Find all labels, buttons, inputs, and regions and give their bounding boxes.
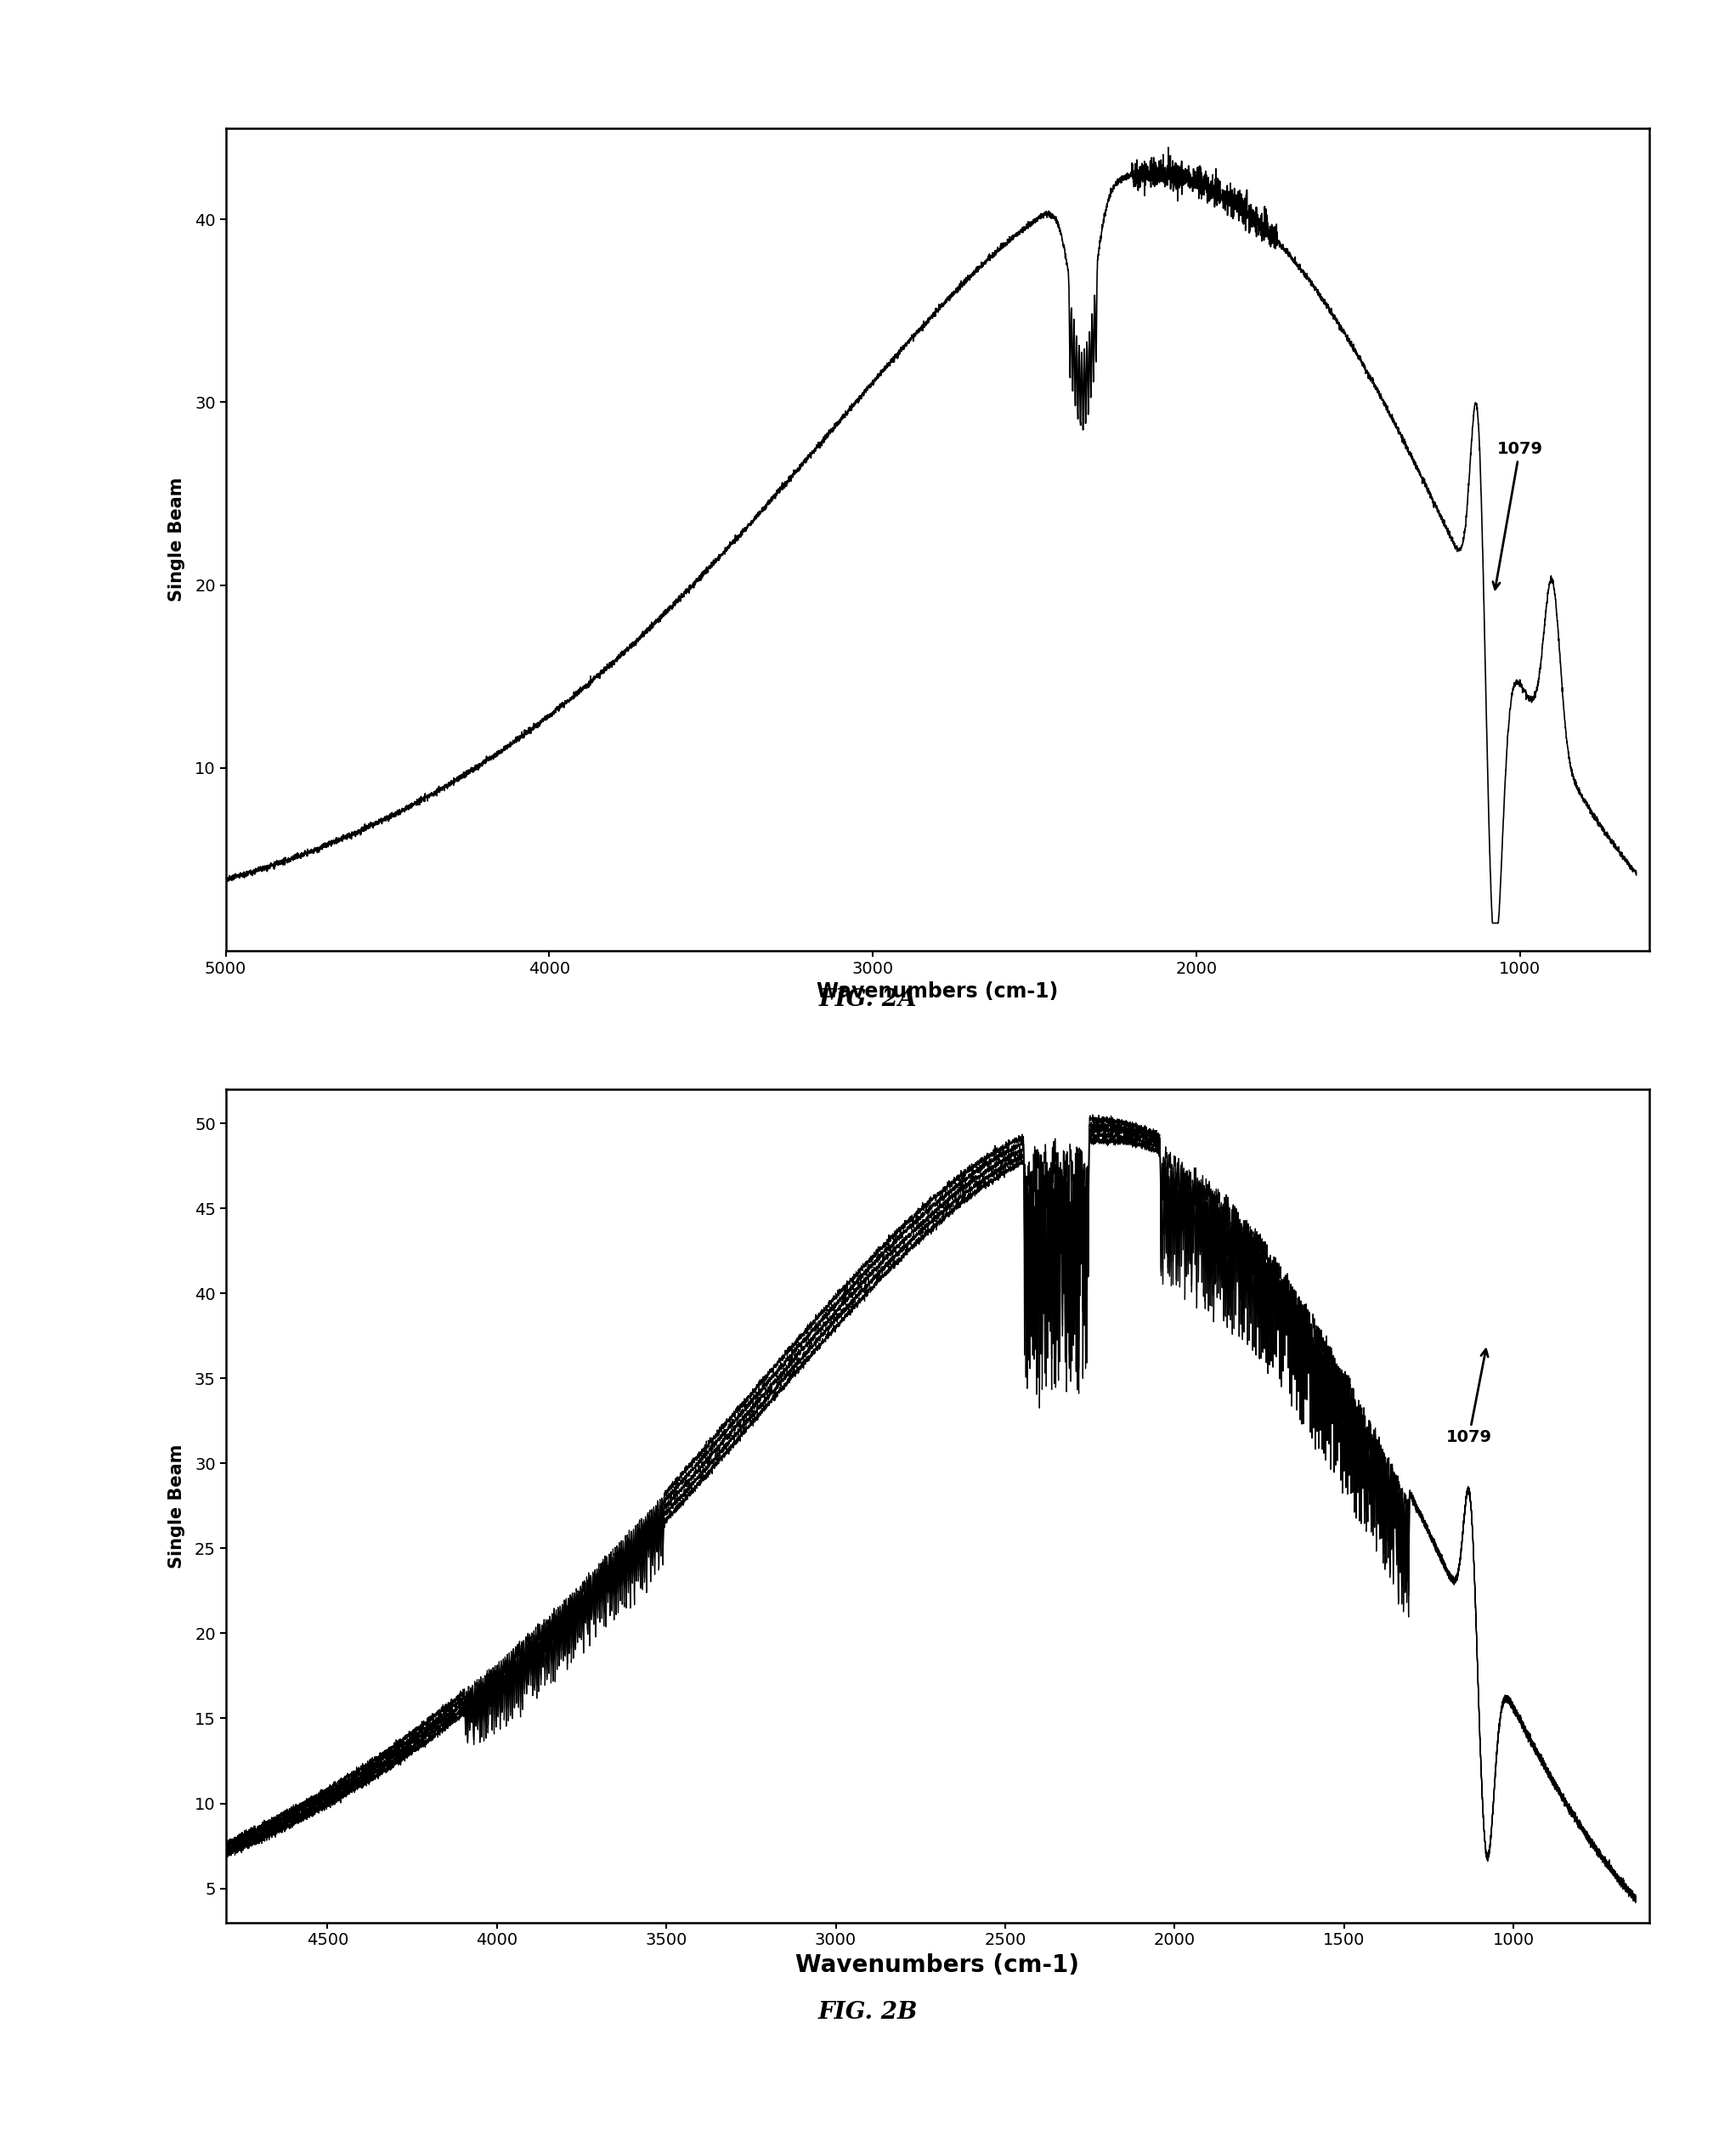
Text: FIG. 2B: FIG. 2B xyxy=(818,2001,918,2023)
X-axis label: Wavenumbers (cm-1): Wavenumbers (cm-1) xyxy=(795,1952,1080,1978)
X-axis label: Wavenumbers (cm-1): Wavenumbers (cm-1) xyxy=(816,980,1059,1002)
Y-axis label: Single Beam: Single Beam xyxy=(168,1444,186,1568)
Text: 1079: 1079 xyxy=(1446,1350,1491,1446)
Y-axis label: Single Beam: Single Beam xyxy=(168,476,186,602)
Text: FIG. 2A: FIG. 2A xyxy=(819,989,917,1010)
Text: 1079: 1079 xyxy=(1493,440,1543,590)
